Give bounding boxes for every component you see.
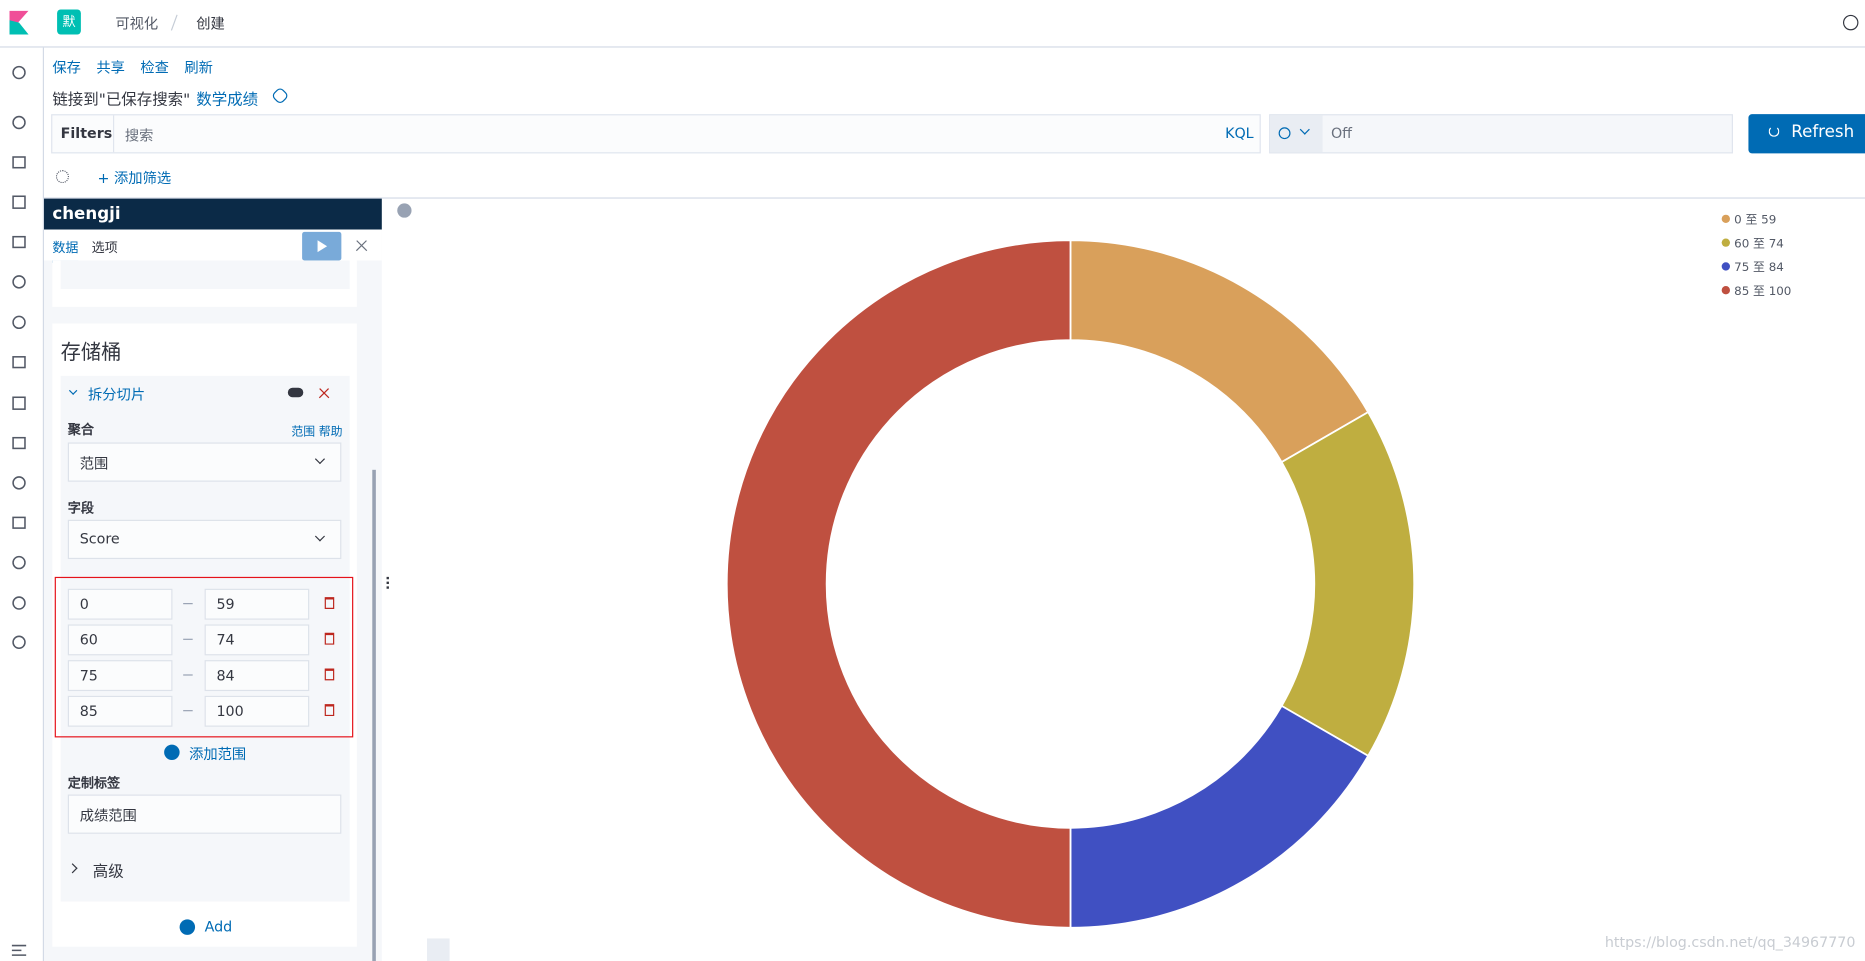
custom-label-input[interactable] xyxy=(67,794,342,834)
search-input[interactable]: 搜索 xyxy=(124,127,154,144)
legend-label: 75 至 84 xyxy=(1734,260,1784,274)
logo xyxy=(9,10,29,35)
pie-slice xyxy=(1069,704,1370,929)
arrow xyxy=(183,710,193,712)
arrow xyxy=(183,674,193,676)
clock-icon xyxy=(1278,127,1291,140)
field-label: 聚合 xyxy=(67,422,94,438)
range-from-value: 85 xyxy=(79,702,98,720)
range-to-value: 100 xyxy=(216,702,244,720)
plus-icon xyxy=(164,744,180,761)
legend-toggle[interactable] xyxy=(426,938,450,961)
gear-icon[interactable] xyxy=(55,170,69,184)
pie-slice xyxy=(1069,239,1370,464)
field-label: 字段 xyxy=(67,500,94,517)
delete-range[interactable] xyxy=(324,704,335,717)
refresh-icon xyxy=(1768,126,1780,137)
watermark: https://blog.csdn.net/qq_34967770 xyxy=(1604,933,1856,951)
range-from[interactable] xyxy=(67,588,173,620)
help-link[interactable]: 帮助 xyxy=(318,425,343,439)
pie-slice xyxy=(1280,410,1416,758)
scrollbar xyxy=(372,469,376,961)
legend-swatch xyxy=(1721,214,1730,224)
nav-icons xyxy=(11,65,27,956)
pie-slice xyxy=(725,239,1072,929)
range-to[interactable] xyxy=(204,695,310,727)
delete-range[interactable] xyxy=(324,632,335,645)
query-box xyxy=(51,114,1261,154)
bucket-type[interactable]: 拆分切片 xyxy=(88,386,146,404)
field-select[interactable] xyxy=(67,519,342,560)
card-inner xyxy=(60,260,350,290)
app-badge: 默 xyxy=(57,9,81,35)
add-range[interactable]: 添加范围 xyxy=(189,745,247,763)
tab[interactable]: 选项 xyxy=(91,240,118,256)
chart: 0 至 59 60 至 74 75 至 84 85 至 100 xyxy=(725,213,1791,929)
legend-swatch xyxy=(1721,286,1730,295)
toolbar-action[interactable]: 检查 xyxy=(140,59,169,77)
range-to[interactable] xyxy=(204,588,310,620)
toolbar-action[interactable]: 刷新 xyxy=(184,59,213,77)
range-to-value: 84 xyxy=(216,667,235,684)
refresh-interval: Off xyxy=(1330,124,1353,142)
side-nav xyxy=(0,47,45,961)
legend-label: 85 至 100 xyxy=(1734,284,1791,298)
add-filter[interactable]: + 添加筛选 xyxy=(97,170,172,187)
legend-label: 60 至 74 xyxy=(1734,236,1784,250)
filters-label: Filters xyxy=(60,124,113,142)
legend-swatch xyxy=(1721,238,1730,247)
resize-handle[interactable] xyxy=(386,576,389,589)
index-name: chengji xyxy=(52,204,121,224)
delete-range[interactable] xyxy=(324,597,335,609)
legend-swatch xyxy=(1721,262,1730,271)
range-from-value: 75 xyxy=(79,667,98,684)
delete-range[interactable] xyxy=(324,668,335,681)
breadcrumb[interactable]: 可视化 xyxy=(115,15,159,33)
range-to-value: 74 xyxy=(216,631,235,649)
divider xyxy=(112,115,115,153)
legend-label: 0 至 59 xyxy=(1734,213,1776,227)
add-button[interactable]: Add xyxy=(204,918,233,935)
linked-prefix: 链接到"已保存搜索" xyxy=(52,91,191,110)
range-from-value: 60 xyxy=(79,631,98,649)
refresh-label[interactable]: Refresh xyxy=(1791,122,1855,142)
toolbar-action[interactable]: 共享 xyxy=(96,59,125,77)
aggregation-select-value: 范围 xyxy=(79,455,109,473)
arrow xyxy=(183,603,193,605)
toolbar-action[interactable]: 保存 xyxy=(52,59,81,77)
range-to[interactable] xyxy=(204,660,310,692)
editor-header xyxy=(44,198,382,230)
range-from[interactable] xyxy=(67,624,173,656)
advanced-toggle[interactable]: 高级 xyxy=(92,863,124,882)
help-icon[interactable] xyxy=(1841,13,1860,32)
range-to-value: 59 xyxy=(216,595,235,613)
collapse-button[interactable] xyxy=(397,203,412,218)
range-from[interactable] xyxy=(67,695,173,727)
refresh-icon-box xyxy=(1269,114,1733,154)
breadcrumb: 创建 xyxy=(196,15,225,33)
play-icon xyxy=(317,240,328,253)
tab-selected[interactable]: 数据 xyxy=(52,238,79,263)
linked-search[interactable]: 数学成绩 xyxy=(196,91,259,110)
field-select-value: Score xyxy=(79,530,120,548)
range-from[interactable] xyxy=(67,660,173,692)
unlink-icon[interactable] xyxy=(270,86,290,105)
help-link[interactable]: 范围 xyxy=(291,425,316,439)
custom-label-value: 成绩范围 xyxy=(79,807,137,825)
top-header xyxy=(0,0,1865,48)
refresh-button[interactable] xyxy=(1748,114,1865,154)
aggregation-select[interactable] xyxy=(67,442,342,482)
toggle[interactable] xyxy=(287,387,304,398)
range-from-value: 0 xyxy=(79,595,89,613)
range-to[interactable] xyxy=(204,624,310,656)
field-label: 定制标签 xyxy=(67,775,121,791)
language-toggle[interactable]: KQL xyxy=(1225,124,1254,142)
highlight-box xyxy=(54,576,354,738)
plus-icon xyxy=(179,919,196,935)
rule xyxy=(44,197,1865,199)
arrow xyxy=(183,638,193,640)
buckets-title: 存储桶 xyxy=(60,341,122,366)
